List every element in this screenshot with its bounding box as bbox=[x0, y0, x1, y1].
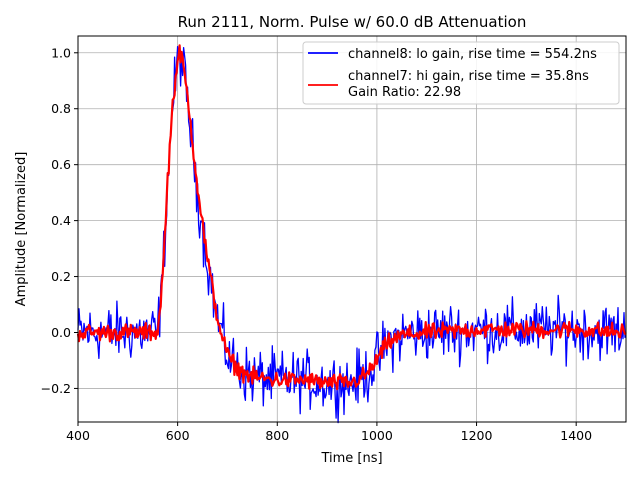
y-tick-label: 0.2 bbox=[51, 269, 71, 284]
y-tick-label: 0.0 bbox=[51, 325, 71, 340]
chart-title: Run 2111, Norm. Pulse w/ 60.0 dB Attenua… bbox=[178, 13, 527, 31]
y-tick-label: 0.4 bbox=[51, 213, 71, 228]
series-layer bbox=[76, 44, 627, 424]
x-tick-label: 1000 bbox=[361, 428, 393, 443]
y-tick-label: 1.0 bbox=[51, 45, 71, 60]
x-tick-label: 400 bbox=[66, 428, 90, 443]
legend: channel8: lo gain, rise time = 554.2ns c… bbox=[302, 41, 620, 105]
x-tick-label: 1200 bbox=[461, 428, 493, 443]
series-channel7-line bbox=[76, 44, 627, 391]
legend-label-channel8: channel8: lo gain, rise time = 554.2ns bbox=[348, 47, 597, 62]
x-tick-label: 600 bbox=[166, 428, 190, 443]
legend-box bbox=[302, 41, 620, 105]
y-tick-label: 0.8 bbox=[51, 101, 71, 116]
plot-frame bbox=[77, 35, 627, 423]
x-tick-label: 800 bbox=[265, 428, 289, 443]
legend-gain-ratio: Gain Ratio: 22.98 bbox=[348, 85, 461, 100]
tick-layer: 400 600 800 1000 1200 1400 −0.2 0.0 0.2 0.4 0.6 0.8… bbox=[41, 45, 592, 443]
y-tick-label: −0.2 bbox=[41, 381, 71, 396]
x-tick-label: 1400 bbox=[560, 428, 592, 443]
y-tick-label: 0.6 bbox=[51, 157, 71, 172]
legend-label-channel7: channel7: hi gain, rise time = 35.8ns bbox=[348, 69, 589, 84]
x-axis-label: Time [ns] bbox=[320, 451, 382, 466]
y-axis-label: Amplitude [Normalized] bbox=[14, 152, 29, 307]
